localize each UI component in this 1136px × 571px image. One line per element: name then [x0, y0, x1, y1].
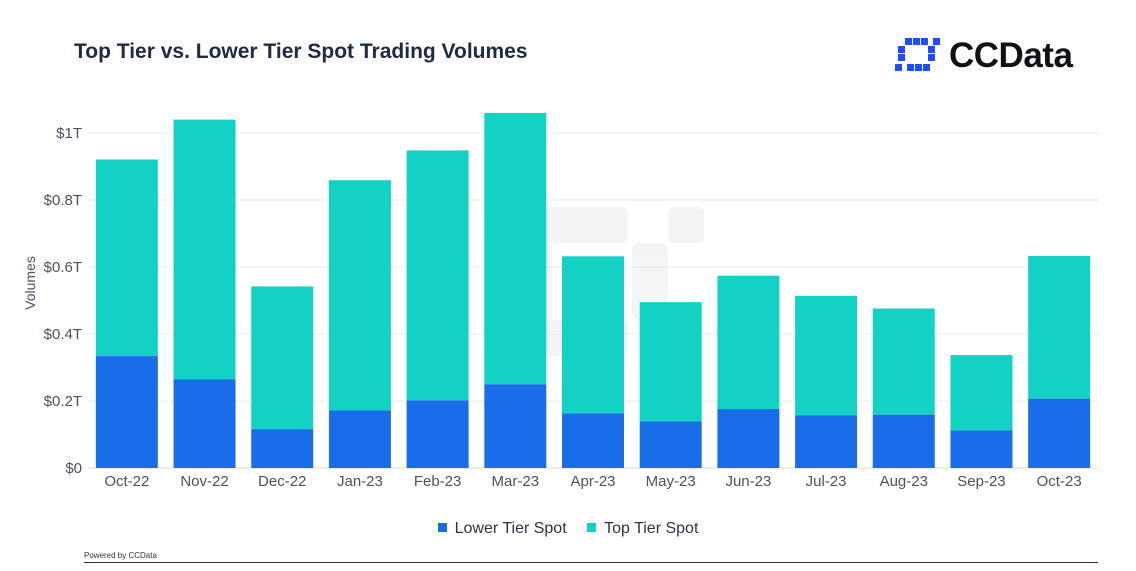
logo-text: CCData	[949, 36, 1073, 75]
bar-top-tier-jan-23[interactable]	[328, 180, 391, 411]
x-tick-label: Jul-23	[806, 473, 847, 490]
x-tick-label: Nov-22	[180, 473, 228, 490]
legend-item-lower-tier[interactable]: Lower Tier Spot	[437, 520, 567, 538]
x-tick-label: Sep-23	[957, 473, 1005, 490]
chart-title: Top Tier vs. Lower Tier Spot Trading Vol…	[74, 40, 528, 63]
y-tick-label: $0.2T	[44, 393, 82, 410]
y-tick-label: $0.6T	[44, 259, 82, 276]
chart-legend: Lower Tier Spot Top Tier Spot	[0, 520, 1136, 538]
bar-lower-tier-jan-23[interactable]	[328, 410, 391, 468]
bar-lower-tier-sep-23[interactable]	[950, 430, 1013, 468]
bar-lower-tier-jul-23[interactable]	[795, 415, 858, 468]
footer-divider	[84, 562, 1098, 563]
x-tick-label: Aug-23	[880, 473, 928, 490]
x-tick-label: May-23	[646, 473, 696, 490]
x-tick-label: Jan-23	[337, 473, 383, 490]
x-tick-label: Dec-22	[258, 473, 306, 490]
x-tick-label: Mar-23	[492, 473, 540, 490]
bar-top-tier-jul-23[interactable]	[795, 295, 858, 416]
bar-top-tier-jun-23[interactable]	[717, 275, 780, 410]
bar-lower-tier-mar-23[interactable]	[484, 384, 547, 468]
y-tick-label: $0.4T	[44, 326, 82, 343]
ccdata-logo: CCData	[895, 36, 1105, 76]
bar-lower-tier-apr-23[interactable]	[562, 413, 624, 468]
bar-lower-tier-nov-22[interactable]	[173, 379, 236, 468]
legend-label-lower-tier: Lower Tier Spot	[454, 520, 567, 537]
bar-top-tier-nov-22[interactable]	[173, 119, 236, 380]
bar-top-tier-may-23[interactable]	[639, 302, 702, 422]
bar-top-tier-oct-23[interactable]	[1028, 255, 1091, 399]
bar-lower-tier-aug-23[interactable]	[872, 414, 935, 468]
powered-by-footer: Powered by CCData	[84, 551, 157, 560]
bar-top-tier-mar-23[interactable]	[484, 112, 547, 385]
x-tick-label: Feb-23	[414, 473, 462, 490]
bar-top-tier-dec-22[interactable]	[251, 286, 314, 430]
y-tick-label: $1T	[56, 125, 82, 142]
bar-top-tier-oct-22[interactable]	[95, 159, 158, 357]
legend-item-top-tier[interactable]: Top Tier Spot	[587, 520, 698, 538]
bar-top-tier-feb-23[interactable]	[406, 150, 469, 401]
bar-top-tier-sep-23[interactable]	[950, 355, 1013, 431]
y-tick-label: $0	[65, 460, 82, 477]
x-axis-ticks: Oct-22 Nov-22 Dec-22 Jan-23 Feb-23 Mar-23 Apr-…	[104, 473, 1081, 490]
y-axis-ticks: $0 $0.2T $0.4T $0.6T $0.8T $1T	[44, 125, 82, 477]
bar-lower-tier-jun-23[interactable]	[717, 409, 780, 468]
legend-label-top-tier: Top Tier Spot	[604, 520, 699, 537]
y-tick-label: $0.8T	[44, 192, 82, 209]
legend-swatch-top-tier	[587, 523, 597, 532]
bar-top-tier-apr-23[interactable]	[562, 256, 624, 414]
x-tick-label: Jun-23	[725, 473, 771, 490]
legend-swatch-lower-tier	[437, 523, 447, 532]
y-axis-label: Volumes	[22, 256, 38, 310]
bar-lower-tier-oct-23[interactable]	[1028, 398, 1091, 468]
x-tick-label: Oct-22	[104, 473, 149, 490]
bar-lower-tier-oct-22[interactable]	[95, 356, 158, 468]
bar-lower-tier-dec-22[interactable]	[251, 429, 314, 468]
bar-top-tier-aug-23[interactable]	[872, 308, 935, 415]
bar-lower-tier-feb-23[interactable]	[406, 400, 469, 468]
bar-lower-tier-may-23[interactable]	[639, 421, 702, 468]
x-tick-label: Apr-23	[570, 473, 615, 490]
x-tick-label: Oct-23	[1037, 473, 1082, 490]
ccdata-logo-icon	[895, 38, 940, 71]
bars	[95, 112, 1091, 468]
